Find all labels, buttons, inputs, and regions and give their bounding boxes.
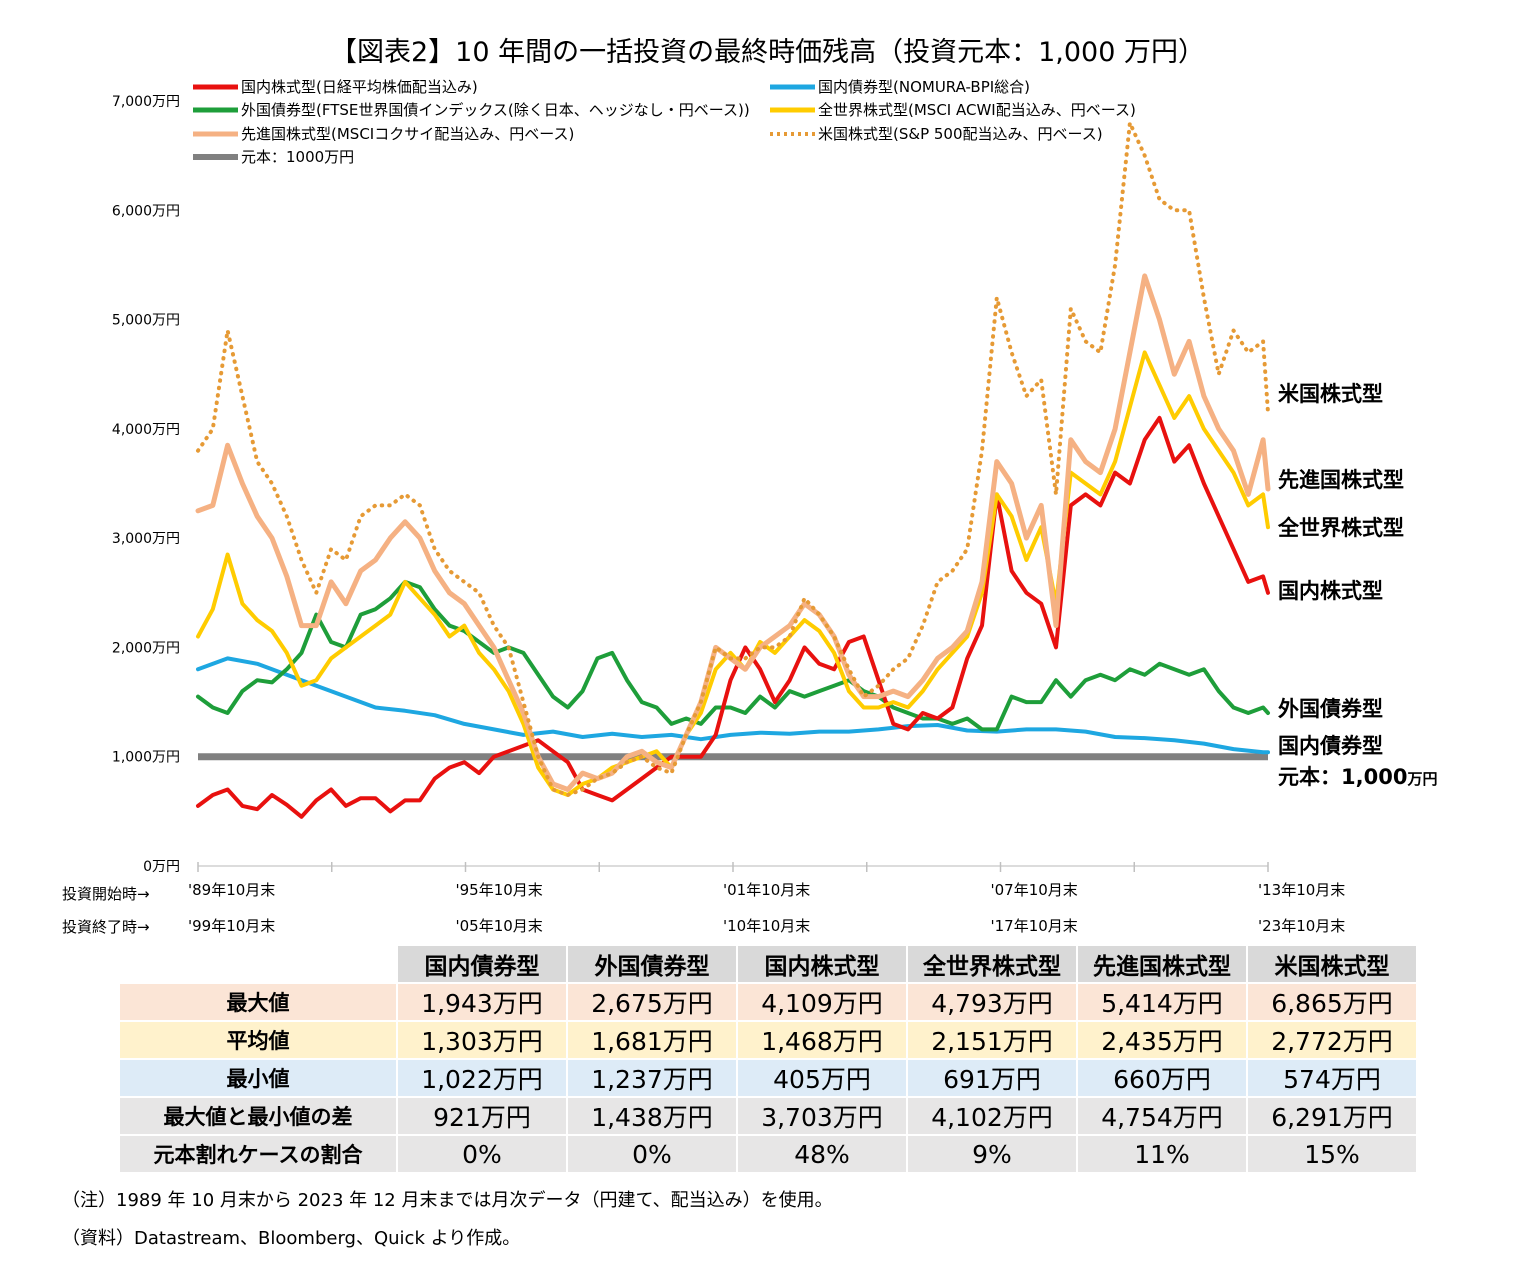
y-tick-label: 2,000万円 <box>112 640 180 656</box>
table-row-range: 最大値と最小値の差 921万円 1,438万円 3,703万円 4,102万円 … <box>120 1098 1416 1134</box>
legend-label: 外国債券型(FTSE世界国債インデックス(除く日本、ヘッジなし・円ベース)) <box>241 101 750 119</box>
line-chart: 0万円 1,000万円 2,000万円 3,000万円 4,000万円 5,000万円 6,… <box>112 78 1345 935</box>
table-cell: 48% <box>738 1136 906 1172</box>
table-corner <box>120 946 396 982</box>
end-label-world-stock: 全世界株式型 <box>1278 516 1404 540</box>
x-start-label: '07年10月末 <box>991 881 1078 899</box>
y-tick-label: 4,000万円 <box>112 422 180 438</box>
table-cell: 2,435万円 <box>1078 1022 1246 1058</box>
y-tick-label: 7,000万円 <box>112 94 180 110</box>
table-cell: 2,151万円 <box>908 1022 1076 1058</box>
table-cell: 3,703万円 <box>738 1098 906 1134</box>
table-row-min: 最小値 1,022万円 1,237万円 405万円 691万円 660万円 57… <box>120 1060 1416 1096</box>
row-label-start: 投資開始時→ <box>62 885 150 903</box>
table-cell: 574万円 <box>1248 1060 1416 1096</box>
row-header: 元本割れケースの割合 <box>120 1136 396 1172</box>
x-start-label: '01年10月末 <box>723 881 810 899</box>
end-label-domestic-bond: 国内債券型 <box>1278 734 1383 758</box>
column-header: 国内株式型 <box>738 946 906 982</box>
x-end-label: '05年10月末 <box>456 917 543 935</box>
series-lines <box>195 120 1271 819</box>
footnote: （注）1989 年 10 月末から 2023 年 12 月末までは月次データ（円… <box>62 1190 833 1211</box>
table-cell: 1,237万円 <box>568 1060 736 1096</box>
source-note: （資料）Datastream、Bloomberg、Quick より作成。 <box>62 1228 521 1249</box>
table-cell: 4,754万円 <box>1078 1098 1246 1134</box>
stats-table: 国内債券型 外国債券型 国内株式型 全世界株式型 先進国株式型 米国株式型 最大… <box>118 944 1418 1174</box>
table-cell: 0% <box>398 1136 566 1172</box>
x-axis: '89年10月末 '95年10月末 '01年10月末 '07年10月末 '13年10月末… <box>188 862 1345 935</box>
legend-label: 米国株式型(S&P 500配当込み、円ベース) <box>818 125 1103 143</box>
row-header: 最大値と最小値の差 <box>120 1098 396 1134</box>
column-header: 全世界株式型 <box>908 946 1076 982</box>
x-start-label: '89年10月末 <box>188 881 275 899</box>
table-row-loss-ratio: 元本割れケースの割合 0% 0% 48% 9% 11% 15% <box>120 1136 1416 1172</box>
x-end-label: '17年10月末 <box>991 917 1078 935</box>
table-cell: 1,681万円 <box>568 1022 736 1058</box>
series-line-developed-stock <box>195 273 1271 792</box>
x-end-label: '10年10月末 <box>723 917 810 935</box>
x-start-label: '13年10月末 <box>1258 881 1345 899</box>
y-tick-label: 1,000万円 <box>112 750 180 766</box>
series-line-domestic-bond <box>196 656 1270 755</box>
chart-title: 【図表2】10 年間の一括投資の最終時価残高（投資元本：1,000 万円） <box>330 37 1205 68</box>
table-cell: 11% <box>1078 1136 1246 1172</box>
table-cell: 405万円 <box>738 1060 906 1096</box>
table-row-avg: 平均値 1,303万円 1,681万円 1,468万円 2,151万円 2,43… <box>120 1022 1416 1058</box>
end-label-foreign-bond: 外国債券型 <box>1278 697 1383 721</box>
table-cell: 2,772万円 <box>1248 1022 1416 1058</box>
column-header: 国内債券型 <box>398 946 566 982</box>
series-line-us-stock <box>196 120 1270 797</box>
table-cell: 660万円 <box>1078 1060 1246 1096</box>
table-cell: 5,414万円 <box>1078 984 1246 1020</box>
legend-label: 先進国株式型(MSCIコクサイ配当込み、円ベース) <box>241 125 574 143</box>
table-cell: 1,303万円 <box>398 1022 566 1058</box>
table-cell: 1,468万円 <box>738 1022 906 1058</box>
table-cell: 6,291万円 <box>1248 1098 1416 1134</box>
column-header: 米国株式型 <box>1248 946 1416 982</box>
end-label-principal-text: 元本：1,000 <box>1278 765 1408 789</box>
end-label-principal-unit: 万円 <box>1407 770 1438 788</box>
legend: 国内株式型(日経平均株価配当込み) 国内債券型(NOMURA-BPI総合) 外国債券… <box>193 78 1136 166</box>
x-end-label: '99年10月末 <box>188 917 275 935</box>
y-tick-label: 3,000万円 <box>112 531 180 547</box>
legend-label: 国内債券型(NOMURA-BPI総合) <box>818 78 1030 96</box>
legend-label: 全世界株式型(MSCI ACWI配当込み、円ベース) <box>818 101 1136 119</box>
y-tick-label: 5,000万円 <box>112 313 180 329</box>
table-cell: 2,675万円 <box>568 984 736 1020</box>
column-header: 外国債券型 <box>568 946 736 982</box>
x-end-label: '23年10月末 <box>1258 917 1345 935</box>
table-cell: 1,022万円 <box>398 1060 566 1096</box>
y-tick-label: 6,000万円 <box>112 203 180 219</box>
end-label-developed-stock: 先進国株式型 <box>1278 468 1404 492</box>
y-axis: 0万円 1,000万円 2,000万円 3,000万円 4,000万円 5,000万円 6,… <box>112 94 180 875</box>
legend-label: 国内株式型(日経平均株価配当込み) <box>241 78 478 96</box>
table-cell: 15% <box>1248 1136 1416 1172</box>
y-tick-label: 0万円 <box>143 859 180 875</box>
column-header: 先進国株式型 <box>1078 946 1246 982</box>
table-cell: 4,109万円 <box>738 984 906 1020</box>
row-header: 最小値 <box>120 1060 396 1096</box>
table-cell: 921万円 <box>398 1098 566 1134</box>
table-row-max: 最大値 1,943万円 2,675万円 4,109万円 4,793万円 5,41… <box>120 984 1416 1020</box>
table-cell: 1,438万円 <box>568 1098 736 1134</box>
row-header: 最大値 <box>120 984 396 1020</box>
end-label-principal: 元本：1,000万円 <box>1278 761 1437 791</box>
table-header-row: 国内債券型 外国債券型 国内株式型 全世界株式型 先進国株式型 米国株式型 <box>120 946 1416 982</box>
end-label-us-stock: 米国株式型 <box>1278 382 1383 406</box>
table-cell: 4,793万円 <box>908 984 1076 1020</box>
table-cell: 6,865万円 <box>1248 984 1416 1020</box>
end-label-domestic-stock: 国内株式型 <box>1278 579 1383 603</box>
legend-label: 元本：1000万円 <box>241 148 354 166</box>
table-cell: 4,102万円 <box>908 1098 1076 1134</box>
table-cell: 1,943万円 <box>398 984 566 1020</box>
row-label-end: 投資終了時→ <box>62 918 150 936</box>
table-cell: 691万円 <box>908 1060 1076 1096</box>
table-cell: 9% <box>908 1136 1076 1172</box>
row-header: 平均値 <box>120 1022 396 1058</box>
table-cell: 0% <box>568 1136 736 1172</box>
x-start-label: '95年10月末 <box>456 881 543 899</box>
series-line-foreign-bond <box>196 579 1270 732</box>
